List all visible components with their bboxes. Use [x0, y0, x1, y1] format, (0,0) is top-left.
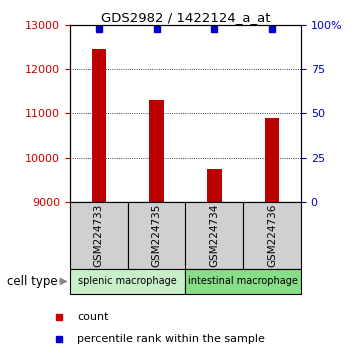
Bar — [128, 202, 186, 269]
Bar — [207, 169, 222, 202]
Text: GSM224733: GSM224733 — [94, 204, 104, 267]
Bar — [186, 202, 243, 269]
Bar — [265, 118, 279, 202]
Text: percentile rank within the sample: percentile rank within the sample — [77, 334, 265, 344]
Bar — [70, 202, 128, 269]
Text: GSM224734: GSM224734 — [209, 204, 219, 267]
Bar — [149, 100, 164, 202]
Text: GSM224736: GSM224736 — [267, 204, 277, 267]
Text: cell type: cell type — [7, 275, 58, 288]
Bar — [186, 269, 301, 294]
Text: intestinal macrophage: intestinal macrophage — [188, 276, 298, 286]
Title: GDS2982 / 1422124_a_at: GDS2982 / 1422124_a_at — [101, 11, 270, 24]
Bar — [70, 269, 186, 294]
Text: count: count — [77, 312, 109, 322]
Bar — [243, 202, 301, 269]
Text: splenic macrophage: splenic macrophage — [78, 276, 177, 286]
Text: GSM224735: GSM224735 — [152, 204, 162, 267]
Bar — [92, 49, 106, 202]
